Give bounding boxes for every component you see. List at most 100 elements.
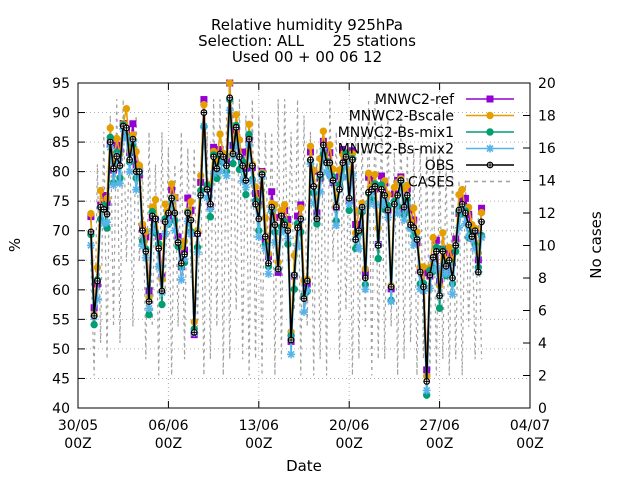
x-tick-label: 00Z: [64, 436, 91, 452]
data-point: [245, 120, 253, 129]
legend-label: CASES: [408, 175, 454, 191]
data-point: [409, 240, 418, 249]
data-point: [259, 171, 265, 178]
x-tick-label: 00Z: [335, 436, 362, 452]
x-axis: 30/05 00Z 06/06 00Z 13/06 00Z 20/06 00Z 27/06 00Z…: [58, 83, 550, 452]
data-point: [136, 168, 143, 175]
data-point: [314, 216, 320, 222]
data-point: [232, 111, 240, 119]
data-point: [204, 186, 210, 193]
data-point: [216, 167, 225, 176]
data-point: [107, 139, 114, 145]
data-point: [209, 169, 218, 178]
legend-label: MNWC2-Bs-mix2: [338, 142, 454, 158]
data-point: [307, 157, 314, 163]
data-point: [207, 201, 214, 207]
data-point: [246, 136, 252, 142]
data-point: [99, 219, 108, 228]
data-point: [145, 310, 153, 319]
data-point: [155, 245, 162, 252]
legend-label: MNWC2-ref: [375, 92, 455, 108]
y-tick-label: 95: [52, 76, 70, 92]
x-tick-label: 13/06: [239, 418, 279, 434]
data-point: [113, 153, 120, 160]
data-point: [125, 167, 134, 176]
y-tick-label: 40: [52, 401, 70, 417]
data-point: [398, 177, 404, 184]
data-point: [378, 186, 385, 193]
data-point: [456, 207, 462, 213]
data-point: [206, 213, 215, 221]
data-point: [477, 233, 486, 242]
legend-item: MNWC2-Bs-mix1: [338, 125, 514, 141]
data-point: [210, 154, 217, 160]
x-tick-label: 04/07: [510, 418, 550, 434]
data-point: [403, 200, 412, 209]
data-point: [90, 320, 98, 329]
data-point: [177, 275, 186, 284]
data-point: [417, 269, 424, 275]
data-point: [188, 217, 194, 223]
data-point: [345, 206, 353, 215]
x-tick-label: 20/06: [329, 418, 369, 434]
data-point: [170, 226, 179, 235]
data-point: [106, 124, 114, 132]
x-axis-title: Date: [286, 457, 322, 475]
data-point: [222, 171, 231, 180]
data-point: [272, 222, 278, 228]
data-point: [320, 142, 327, 148]
data-point: [372, 183, 378, 190]
data-point: [440, 248, 446, 255]
y-tick-label: 85: [52, 135, 70, 151]
data-point: [377, 201, 386, 210]
data-point: [270, 238, 279, 247]
data-point: [226, 79, 234, 87]
x-tick-label: 06/06: [148, 418, 188, 434]
data-point: [165, 210, 172, 216]
x-tick-label: 00Z: [155, 436, 182, 452]
data-point: [278, 213, 285, 219]
y-tick-label: 45: [52, 371, 70, 387]
data-point: [281, 222, 288, 228]
data-point: [109, 181, 118, 190]
data-point: [380, 196, 389, 205]
data-point: [416, 285, 425, 294]
y2-tick-label: 4: [538, 336, 547, 352]
data-point: [159, 288, 165, 294]
data-point: [391, 201, 398, 207]
data-point: [486, 128, 494, 136]
chart-title-line-2: Selection: ALL 25 stations: [198, 32, 416, 50]
data-point: [404, 192, 411, 199]
data-point: [280, 201, 289, 209]
legend-label: OBS: [425, 158, 454, 174]
y2-tick-label: 12: [538, 206, 556, 222]
data-point: [325, 171, 334, 180]
data-point: [101, 206, 107, 213]
data-point: [304, 278, 311, 284]
data-point: [388, 284, 394, 290]
data-point: [345, 199, 354, 208]
data-point: [151, 196, 160, 204]
data-point: [371, 200, 380, 209]
data-point: [143, 248, 149, 255]
data-point: [469, 233, 475, 240]
data-point: [96, 186, 105, 195]
data-point: [265, 260, 272, 267]
data-point: [294, 224, 301, 231]
y2-tick-label: 20: [538, 76, 556, 92]
data-point: [297, 216, 304, 222]
data-point: [197, 192, 204, 199]
y2-tick-label: 18: [538, 109, 556, 125]
data-point: [374, 254, 382, 263]
data-point: [113, 134, 121, 143]
series-lines: [86, 79, 486, 399]
data-point: [306, 142, 315, 150]
data-point: [429, 233, 437, 242]
data-point: [381, 192, 388, 199]
data-point: [472, 227, 478, 234]
data-point: [356, 227, 362, 234]
data-point: [309, 199, 318, 208]
y2-tick-label: 14: [538, 174, 556, 190]
data-point: [94, 278, 101, 284]
